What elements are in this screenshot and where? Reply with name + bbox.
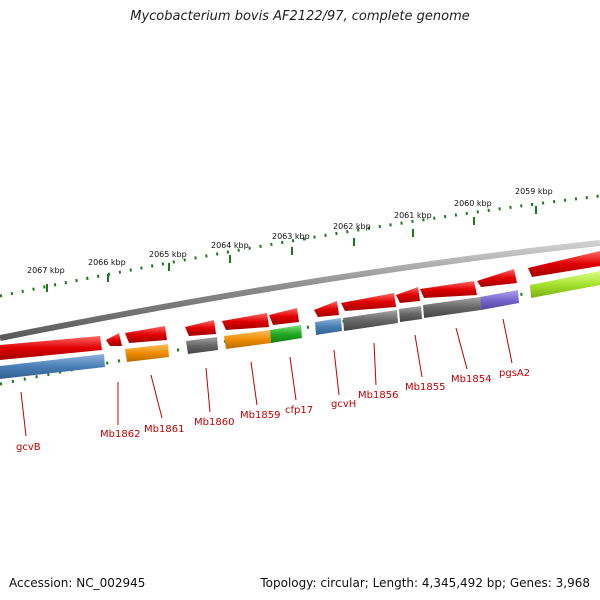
gene-label: Mb1854 [451,374,491,385]
gene-arrow [106,333,122,346]
gene-arrow [420,281,477,298]
gene-block [480,290,519,310]
genome-summary-text: Topology: circular; Length: 4,345,492 bp… [260,576,590,590]
gene-label: Mb1859 [240,410,280,421]
accession-text: Accession: NC_002945 [9,576,146,590]
ruler-label: 2065 kbp [149,250,187,259]
gene-label: Mb1860 [194,417,234,428]
gene-arrow [0,336,102,360]
ruler-label: 2060 kbp [454,199,492,208]
map-title: Mycobacterium bovis AF2122/97, complete … [130,9,470,24]
gene-block [270,325,302,343]
forward-strand [0,251,600,360]
gene-label: Mb1861 [144,424,184,435]
gene-block [0,354,105,379]
ruler-labels: 2067 kbp 2066 kbp 2065 kbp 2064 kbp 2063… [27,187,553,275]
gene-arrow [125,326,167,343]
reverse-strand [0,271,600,379]
gene-arrow [269,308,299,325]
gene-arrow [396,287,420,303]
gene-block [186,337,218,354]
ruler-label: 2061 kbp [394,211,432,220]
ruler-label: 2067 kbp [27,266,65,275]
gene-arrow [477,269,517,287]
gene-label: gcvB [16,442,41,453]
gene-arrow [185,320,216,336]
gene-label: cfp17 [285,405,313,416]
gene-label: gcvH [331,399,356,410]
gene-block [399,306,422,322]
gene-block [530,271,600,298]
gene-label: Mb1862 [100,429,140,440]
gene-block [343,310,398,331]
gene-label: pgsA2 [499,368,530,379]
gene-arrow [528,251,600,277]
gene-labels: gcvB Mb1862 Mb1861 Mb1860 Mb1859 cfp17 g… [16,368,530,453]
gene-label: Mb1855 [405,382,445,393]
ruler-label: 2062 kbp [333,222,371,231]
gene-arrow [314,301,339,317]
ruler-track [0,194,600,298]
gene-block [315,318,342,335]
genome-backbone [0,240,600,341]
ruler-label: 2063 kbp [272,232,310,241]
ruler-label: 2059 kbp [515,187,553,196]
ruler-label: 2066 kbp [88,258,126,267]
label-leaders [20,318,513,437]
ruler-label: 2064 kbp [211,241,249,250]
gene-label: Mb1856 [358,390,398,401]
gene-block [423,297,481,318]
gene-block [224,330,271,349]
gene-block [125,344,169,362]
gene-arrow [341,293,396,311]
gene-arrow [222,313,269,330]
